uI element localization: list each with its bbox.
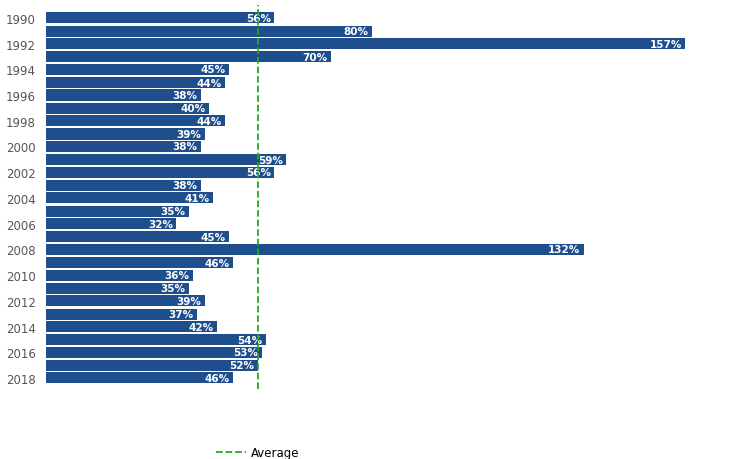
- Bar: [46, 13, 274, 24]
- Bar: [46, 206, 188, 217]
- Bar: [46, 270, 193, 281]
- Text: 37%: 37%: [168, 309, 193, 319]
- Bar: [46, 39, 685, 50]
- Text: 54%: 54%: [237, 335, 263, 345]
- Text: 59%: 59%: [258, 155, 283, 165]
- Text: 56%: 56%: [246, 14, 271, 24]
- Bar: [46, 78, 225, 89]
- Bar: [46, 180, 201, 191]
- Text: 56%: 56%: [246, 168, 271, 178]
- Text: 40%: 40%: [181, 104, 205, 114]
- Text: 35%: 35%: [160, 284, 185, 294]
- Text: 132%: 132%: [548, 245, 580, 255]
- Text: 32%: 32%: [148, 219, 173, 229]
- Bar: [46, 27, 372, 38]
- Bar: [46, 309, 196, 320]
- Bar: [46, 283, 188, 294]
- Text: 44%: 44%: [196, 117, 222, 126]
- Text: 157%: 157%: [650, 39, 682, 50]
- Bar: [46, 116, 225, 127]
- Text: 52%: 52%: [230, 361, 254, 371]
- Text: 39%: 39%: [176, 296, 202, 306]
- Text: 42%: 42%: [189, 322, 214, 332]
- Text: 35%: 35%: [160, 207, 185, 217]
- Bar: [46, 193, 213, 204]
- Text: 38%: 38%: [173, 91, 197, 101]
- Bar: [46, 90, 201, 101]
- Bar: [46, 244, 583, 255]
- Bar: [46, 218, 176, 230]
- Bar: [46, 65, 229, 76]
- Bar: [46, 167, 274, 178]
- Bar: [46, 321, 217, 332]
- Text: 80%: 80%: [344, 27, 368, 37]
- Bar: [46, 360, 257, 371]
- Text: 46%: 46%: [205, 258, 230, 268]
- Text: 38%: 38%: [173, 181, 197, 191]
- Text: 41%: 41%: [185, 193, 210, 203]
- Text: 36%: 36%: [164, 270, 190, 280]
- Bar: [46, 347, 262, 358]
- Bar: [46, 103, 209, 115]
- Text: 46%: 46%: [205, 373, 230, 383]
- Text: 39%: 39%: [176, 130, 202, 140]
- Text: 38%: 38%: [173, 142, 197, 152]
- Bar: [46, 257, 234, 269]
- Bar: [46, 142, 201, 153]
- Text: 70%: 70%: [303, 53, 328, 63]
- Bar: [46, 129, 205, 140]
- Legend: Average: Average: [217, 446, 299, 459]
- Bar: [46, 335, 266, 346]
- Bar: [46, 373, 234, 384]
- Bar: [46, 296, 205, 307]
- Bar: [46, 232, 229, 243]
- Text: 44%: 44%: [196, 78, 222, 88]
- Text: 45%: 45%: [201, 65, 226, 75]
- Text: 45%: 45%: [201, 232, 226, 242]
- Bar: [46, 52, 331, 63]
- Text: 53%: 53%: [234, 347, 259, 358]
- Bar: [46, 155, 286, 166]
